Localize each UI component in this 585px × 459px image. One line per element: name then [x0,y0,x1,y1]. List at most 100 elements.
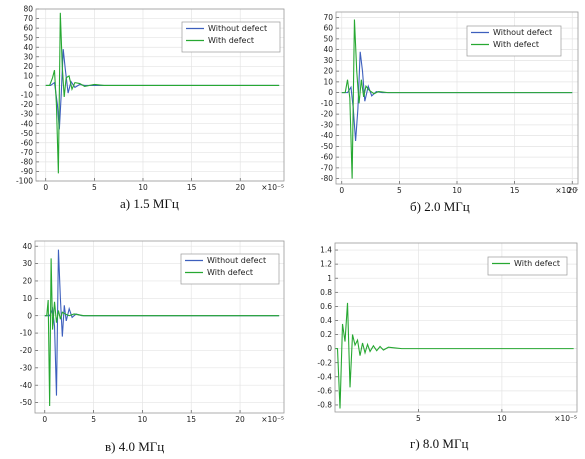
y-tick-label: -80 [321,174,333,183]
chart-b-caption: б) 2.0 МГц [410,199,470,214]
y-tick-label: 10 [323,77,333,86]
y-tick-label: -30 [21,110,33,119]
plot-frame [335,11,579,185]
x-tick-label: 15 [510,186,520,195]
y-tick-label: 60 [23,24,33,33]
y-tick-label: -10 [21,91,33,100]
chart-c-caption: в) 4.0 МГц [105,439,165,454]
y-tick-label: -50 [21,129,33,138]
x-tick-label: 5 [397,186,402,195]
chart-panel-c: 0 5 10 15 20 40 30 20 10 0 -10 -20 -30 -40 -50 ×10⁻⁵ Wit… [0,232,292,459]
legend-entry: Without defect [493,28,552,37]
y-tick-label: 20 [323,67,333,76]
y-tick-label: 0 [328,88,333,97]
x-multiplier-label: ×10⁻⁵ [554,414,577,423]
y-tick-label: 80 [23,5,33,14]
legend-box [181,21,281,53]
chart-panel-a: 0 5 10 15 20 80 70 60 50 40 30 20 10 0 -10 -20 -30 -40 -50… [0,0,292,218]
y-tick-label: 10 [23,71,33,80]
y-tick-label: -30 [20,363,32,372]
y-tick-label: -60 [321,153,333,162]
chart-d-svg: 5 10 1.4 1.2 1 0.8 0.6 0.4 0.2 0 -0.2 -0.4 -0.6 -0.8 ×… [317,242,578,423]
y-tick-label: -10 [20,329,32,338]
y-tick-label: 0 [28,81,33,90]
y-tick-label: -40 [321,131,333,140]
y-tick-label: -0.4 [317,372,332,381]
y-tick-label: -60 [21,138,33,147]
y-tick-label: -20 [20,346,32,355]
y-tick-label: -70 [321,163,333,172]
y-tick-label: -50 [20,398,32,407]
x-tick-label: 20 [567,186,577,195]
y-tick-label: 0.4 [320,316,332,325]
y-tick-label: 70 [323,13,333,22]
y-tick-label: 30 [22,259,32,268]
chart-d-caption: г) 8.0 МГц [410,436,469,451]
y-tick-label: 0.6 [320,302,332,311]
y-tick-label: -0.8 [317,401,332,410]
series-line-with-defect [44,258,280,407]
x-tick-label: 5 [91,415,96,424]
y-tick-label: 0 [27,311,32,320]
x-tick-label: 10 [138,183,148,192]
y-tick-label: 20 [23,62,33,71]
x-tick-label: 20 [235,415,245,424]
x-tick-label: 10 [138,415,148,424]
y-tick-label: 0.8 [320,288,332,297]
y-tick-label: -80 [21,157,33,166]
y-tick-label: 1.2 [320,260,332,269]
chart-a-svg: 0 5 10 15 2080706050403020100-10-20-30-40-50… [16,5,285,192]
x-tick-label: 10 [497,414,507,423]
y-tick-label: 1 [327,274,332,283]
y-tick-label: 30 [23,52,33,61]
y-tick-label: 40 [23,43,33,52]
chart-panel-b: 0 5 10 15 20 70 60 50 40 30 20 10 0 -10 -20 -30 -40 -50 -6… [300,0,585,218]
chart-c-svg: 0 5 10 15 20 40 30 20 10 0 -10 -20 -30 -40 -50 ×10⁻⁵ Wit… [20,240,285,424]
plot-frame [34,240,285,414]
legend-entry: Without defect [208,24,267,33]
y-tick-label: 20 [22,277,32,286]
x-multiplier-label: ×10⁻⁵ [261,183,284,192]
chart-b-svg: 0 5 10 15 20706050403020100-10-20-30-40-50-6… [321,11,579,195]
y-tick-label: 60 [323,24,333,33]
y-tick-label: -0.2 [317,358,332,367]
y-tick-label: 10 [22,294,32,303]
y-tick-label: 0 [327,344,332,353]
y-tick-label: -0.6 [317,386,332,395]
x-tick-label: 15 [187,183,197,192]
plot-frame [334,242,578,413]
series-line-with-defect [45,12,280,174]
series-line-with-defect [335,302,574,409]
legend-box [487,256,568,276]
y-tick-label: 50 [23,33,33,42]
y-tick-label: -100 [16,177,33,186]
y-tick-label: -30 [321,120,333,129]
y-tick-label: -40 [21,119,33,128]
legend-entry: With defect [207,268,253,277]
x-tick-label: 0 [43,183,48,192]
x-tick-label: 0 [339,186,344,195]
y-tick-label: 40 [323,45,333,54]
x-tick-label: 0 [42,415,47,424]
legend-box [180,253,280,285]
x-multiplier-label: ×10⁻⁵ [261,415,284,424]
x-multiplier-label: ×10⁻⁵ [555,186,578,195]
y-tick-label: -90 [21,167,33,176]
plot-frame [35,8,285,182]
legend-entry: With defect [208,36,254,45]
legend-entry: Without defect [207,256,266,265]
x-tick-label: 20 [235,183,245,192]
y-tick-label: -20 [321,110,333,119]
legend-entry: With defect [514,259,560,268]
y-tick-label: -40 [20,381,32,390]
x-tick-label: 15 [186,415,196,424]
x-tick-label: 10 [452,186,462,195]
y-tick-label: -70 [21,148,33,157]
series-line-with-defect [341,19,573,179]
y-tick-label: -10 [321,99,333,108]
legend-entry: With defect [493,40,539,49]
x-tick-label: 5 [92,183,97,192]
x-tick-label: 5 [416,414,421,423]
y-tick-label: 40 [22,242,32,251]
y-tick-label: 30 [323,56,333,65]
